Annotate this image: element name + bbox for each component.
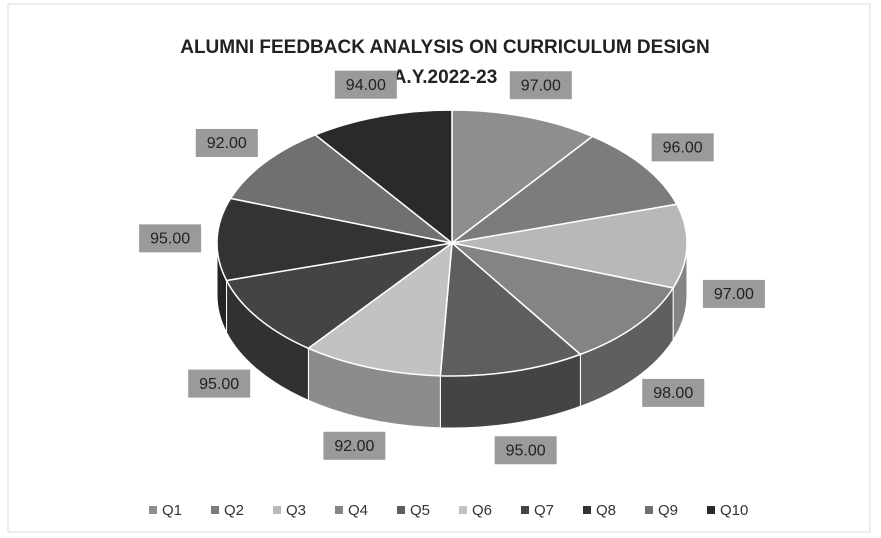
legend-label: Q2 (224, 502, 244, 519)
data-label: 97.00 (521, 77, 561, 94)
pie-slice (451, 135, 678, 244)
legend-swatch (459, 506, 467, 514)
pie-slice (449, 241, 675, 356)
legend-label: Q9 (658, 502, 678, 519)
data-label-box (509, 71, 572, 100)
legend-swatch (273, 506, 281, 514)
legend-swatch (583, 506, 591, 514)
data-label-box (323, 431, 386, 460)
pie-slice (439, 241, 582, 377)
legend-swatch (707, 506, 715, 514)
data-label-box (651, 133, 714, 162)
legend-swatch (335, 506, 343, 514)
legend-swatch (645, 506, 653, 514)
chart-subtitle: A.Y.2022-23 (393, 67, 498, 88)
legend-label: Q10 (720, 502, 748, 519)
data-label: 98.00 (653, 385, 693, 402)
data-label-box (334, 70, 397, 99)
data-label-box (188, 369, 251, 398)
chart-title: ALUMNI FEEDBACK ANALYSIS ON CURRICULUM D… (180, 37, 710, 58)
data-label: 97.00 (714, 286, 754, 303)
pie-slice (229, 133, 453, 244)
legend-swatch (397, 506, 405, 514)
data-label: 95.00 (506, 442, 546, 459)
legend-label: Q5 (410, 502, 430, 519)
legend-label: Q6 (472, 502, 492, 519)
legend-swatch (521, 506, 529, 514)
legend-label: Q4 (348, 502, 368, 519)
data-label: 96.00 (663, 140, 703, 157)
pie-slice (306, 241, 453, 377)
legend-swatch (149, 506, 157, 514)
data-label: 92.00 (207, 135, 247, 152)
legend-label: Q7 (534, 502, 554, 519)
data-label-box (642, 378, 705, 407)
pie-slice (216, 197, 453, 282)
pie-slice (451, 109, 594, 245)
data-label-box (702, 279, 765, 308)
pie-slice (451, 203, 688, 289)
legend-swatch (211, 506, 219, 514)
data-label: 95.00 (199, 376, 239, 393)
legend-label: Q1 (162, 502, 182, 519)
data-label: 94.00 (346, 77, 386, 94)
data-label: 92.00 (334, 438, 374, 455)
pie-slice (313, 109, 453, 245)
pie-slice (225, 242, 453, 350)
data-label-box (195, 128, 258, 157)
data-label-box (494, 436, 557, 465)
data-label: 95.00 (150, 231, 190, 248)
legend-label: Q8 (596, 502, 616, 519)
legend-label: Q3 (286, 502, 306, 519)
data-label-box (139, 224, 202, 253)
